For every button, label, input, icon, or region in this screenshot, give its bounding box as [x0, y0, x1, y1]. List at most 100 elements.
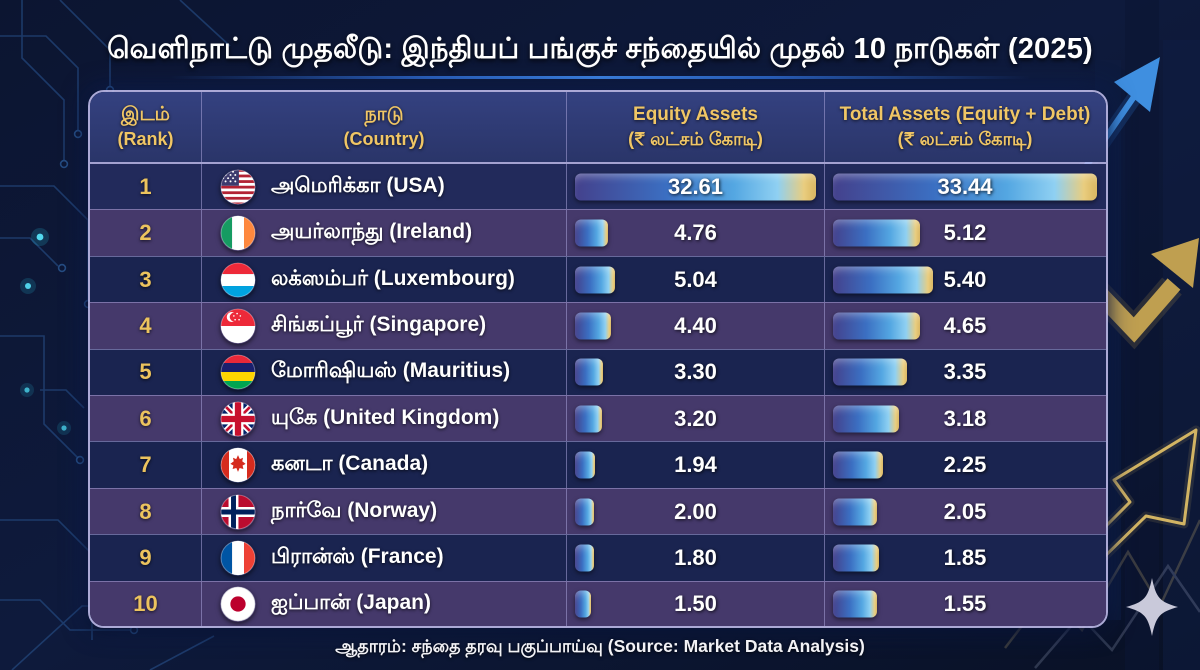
equity-value: 5.04 — [674, 266, 717, 292]
rank-cell: 9 — [90, 535, 202, 581]
total-bar — [833, 173, 1097, 201]
total-value: 2.05 — [943, 498, 987, 524]
equity-cell: 1.94 — [567, 442, 825, 488]
total-bar — [833, 266, 934, 294]
uk-flag-icon — [220, 401, 256, 437]
country-name: கனடா (Canada) — [271, 452, 429, 476]
table-row: 6 யுகே (United Kingdom) 3.20 3.18 — [90, 395, 1106, 442]
total-bar — [833, 451, 884, 479]
total-bar — [833, 498, 877, 526]
equity-cell: 1.50 — [567, 581, 825, 626]
table-row: 9 பிரான்ஸ் (France) 1.80 1.85 — [90, 534, 1106, 581]
header-total-assets: Total Assets (Equity + Debt) (₹ லட்சம் க… — [839, 104, 1091, 150]
glow-dots — [20, 228, 71, 435]
total-cell: 3.18 — [825, 396, 1105, 441]
country-name: லக்ஸம்பர் (Luxembourg) — [271, 266, 515, 290]
equity-value: 3.20 — [674, 405, 717, 431]
equity-value: 3.30 — [674, 359, 717, 385]
total-cell: 33.44 — [825, 164, 1105, 209]
rank-value: 3 — [139, 266, 152, 292]
rank-cell: 6 — [90, 396, 202, 442]
rank-value: 6 — [139, 405, 152, 431]
total-bar — [833, 405, 899, 433]
singapore-flag-icon — [220, 308, 256, 344]
equity-value: 4.76 — [674, 220, 717, 246]
table-header-row: இடம் (Rank) நாடு (Country) Equity Assets… — [90, 92, 1106, 162]
country-cell: ஐப்பான் (Japan) — [202, 581, 567, 626]
gold-zigzag-arrow-icon — [1086, 238, 1199, 350]
rank-value: 2 — [139, 220, 152, 246]
total-value: 3.18 — [943, 405, 987, 431]
rank-value: 10 — [133, 591, 158, 617]
equity-bar — [575, 312, 612, 340]
total-cell: 2.05 — [825, 489, 1105, 534]
country-name: அயர்லாந்து (Ireland) — [271, 220, 473, 244]
table-row: 10 ஐப்பான் (Japan) 1.50 1.55 — [90, 580, 1106, 626]
canada-flag-icon — [220, 447, 256, 483]
equity-bar — [575, 451, 596, 479]
rank-value: 4 — [139, 312, 152, 338]
total-cell: 4.65 — [825, 303, 1105, 348]
sparkle-icon — [1126, 578, 1178, 636]
equity-cell: 3.30 — [567, 349, 825, 396]
total-value: 5.12 — [943, 220, 987, 246]
equity-bar — [575, 405, 602, 433]
total-value: 3.35 — [943, 359, 987, 385]
total-cell: 5.40 — [825, 257, 1105, 302]
table-row: 1 அமெரிக்கா (USA) 32.61 33.44 — [90, 164, 1106, 210]
total-cell: 1.85 — [825, 535, 1105, 580]
equity-bar — [575, 358, 603, 386]
total-bar — [833, 358, 907, 386]
table-body: 1 அமெரிக்கா (USA) 32.61 33.44 2 அயர்லாந்… — [90, 162, 1106, 626]
equity-value: 1.94 — [674, 452, 717, 478]
country-cell: அயர்லாந்து (Ireland) — [202, 210, 567, 256]
rankings-table: இடம் (Rank) நாடு (Country) Equity Assets… — [88, 90, 1108, 628]
table-row: 8 நார்வே (Norway) 2.00 2.05 — [90, 487, 1106, 535]
rank-value: 8 — [139, 498, 152, 524]
rank-value: 1 — [139, 173, 152, 199]
country-name: சிங்கப்பூர் (Singapore) — [271, 312, 487, 336]
country-cell: பிரான்ஸ் (France) — [202, 535, 567, 581]
country-name: பிரான்ஸ் (France) — [271, 544, 444, 568]
title-divider — [170, 76, 1030, 79]
source-note: ஆதாரம்: சந்தை தரவு பகுப்பாய்வு (Source: … — [335, 636, 865, 656]
header-country: நாடு (Country) — [202, 92, 567, 162]
usa-flag-icon — [220, 169, 256, 205]
equity-cell: 32.61 — [567, 164, 825, 210]
equity-value: 2.00 — [674, 498, 717, 524]
background-panels — [1095, 0, 1200, 670]
ireland-flag-icon — [220, 215, 256, 251]
japan-flag-icon — [220, 586, 256, 622]
rank-cell: 5 — [90, 349, 202, 396]
equity-cell: 4.76 — [567, 210, 825, 256]
total-cell: 2.25 — [825, 442, 1105, 487]
table-row: 7 கனடா (Canada) 1.94 2.25 — [90, 441, 1106, 488]
total-value: 33.44 — [937, 173, 993, 199]
country-cell: மோரிஷியஸ் (Mauritius) — [202, 349, 567, 396]
total-bar — [833, 312, 921, 340]
total-value: 2.25 — [943, 452, 987, 478]
table-row: 2 அயர்லாந்து (Ireland) 4.76 5.12 — [90, 209, 1106, 256]
total-value: 5.40 — [943, 266, 987, 292]
luxembourg-flag-icon — [220, 262, 256, 298]
rank-cell: 2 — [90, 210, 202, 256]
rank-cell: 3 — [90, 256, 202, 303]
page-title: வெளிநாட்டு முதலீடு: இந்தியப் பங்குச் சந்… — [107, 33, 1093, 66]
france-flag-icon — [220, 540, 256, 576]
equity-cell: 2.00 — [567, 488, 825, 535]
total-value: 1.55 — [943, 591, 987, 617]
header-equity-assets: Equity Assets (₹ லட்சம் கோடி) — [567, 92, 825, 162]
norway-flag-icon — [220, 494, 256, 530]
equity-value: 4.40 — [674, 312, 717, 338]
equity-cell: 4.40 — [567, 303, 825, 349]
equity-value: 1.80 — [674, 544, 717, 570]
country-cell: நார்வே (Norway) — [202, 488, 567, 535]
total-cell: 5.12 — [825, 210, 1105, 255]
equity-bar — [575, 544, 595, 572]
total-value: 1.85 — [943, 544, 987, 570]
equity-bar — [575, 173, 816, 201]
country-name: அமெரிக்கா (USA) — [271, 173, 445, 197]
country-cell: லக்ஸம்பர் (Luxembourg) — [202, 256, 567, 303]
